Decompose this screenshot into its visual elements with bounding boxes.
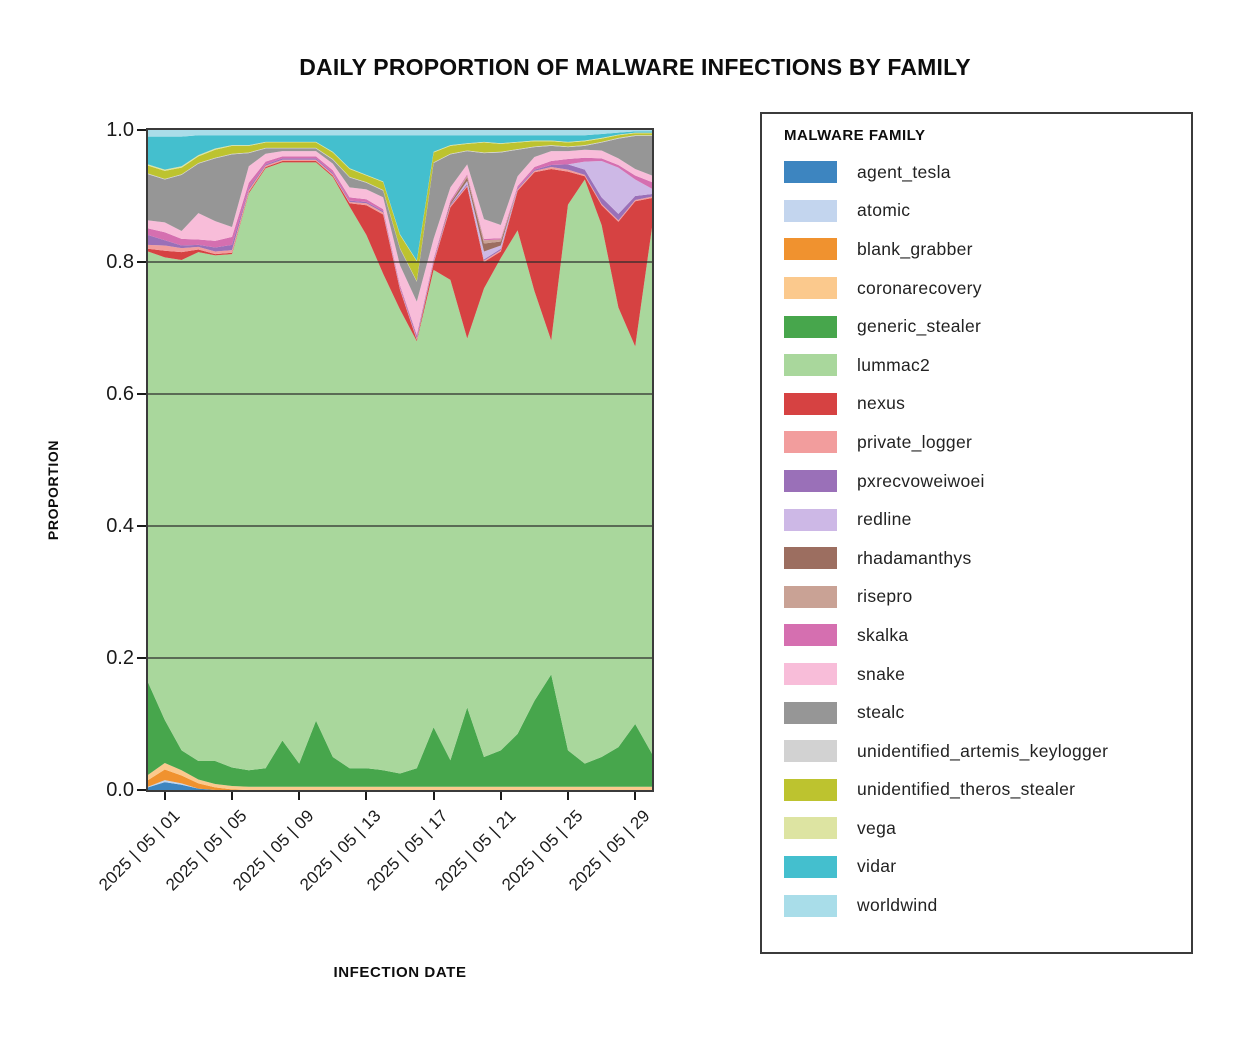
legend-swatch-snake xyxy=(784,663,837,686)
legend-item-atomic: atomic xyxy=(762,192,1191,231)
y-tick-label: 1.0 xyxy=(106,119,134,141)
legend-swatch-vega xyxy=(784,817,837,840)
legend-label: agent_tesla xyxy=(857,161,951,182)
legend-label: private_logger xyxy=(857,431,973,452)
legend-label: rhadamanthys xyxy=(857,547,972,568)
legend-item-nexus: nexus xyxy=(762,385,1191,424)
area-series-lummac2 xyxy=(148,162,652,774)
legend-label: pxrecvoweiwoei xyxy=(857,470,985,491)
legend-label: stealc xyxy=(857,702,905,723)
legend-title: MALWARE FAMILY xyxy=(784,127,926,144)
x-tick-mark xyxy=(231,792,233,800)
legend-swatch-nexus xyxy=(784,392,837,415)
legend-swatch-coronarecovery xyxy=(784,277,837,300)
x-tick-mark xyxy=(163,792,166,800)
x-tick-mark xyxy=(499,792,502,800)
legend-swatch-skalka xyxy=(784,624,837,647)
legend-swatch-worldwind xyxy=(784,894,837,917)
legend-swatch-redline xyxy=(784,508,837,531)
area-series-generic_stealer xyxy=(148,674,652,787)
legend-label: risepro xyxy=(857,586,913,607)
legend-label: coronarecovery xyxy=(857,277,982,298)
y-tick-mark-0.6 xyxy=(137,393,146,395)
legend-item-snake: snake xyxy=(762,655,1191,694)
legend-item-rhadamanthys: rhadamanthys xyxy=(762,539,1191,578)
legend-swatch-unidentified_artemis_keylogger xyxy=(784,740,837,763)
x-axis-title: INFECTION DATE xyxy=(333,964,467,981)
legend-label: unidentified_artemis_keylogger xyxy=(857,740,1109,761)
x-tick-mark xyxy=(567,792,569,800)
y-tick-label: 0.0 xyxy=(106,779,134,801)
y-tick-mark-1.0 xyxy=(137,129,146,131)
legend-label: unidentified_theros_stealer xyxy=(857,779,1076,800)
legend-label: vega xyxy=(857,817,897,838)
legend-swatch-risepro xyxy=(784,585,837,608)
x-tick-mark xyxy=(634,792,637,800)
legend-label: atomic xyxy=(857,200,911,221)
legend-item-vega: vega xyxy=(762,809,1191,848)
legend-item-skalka: skalka xyxy=(762,616,1191,655)
legend-item-vidar: vidar xyxy=(762,848,1191,887)
legend-swatch-agent_tesla xyxy=(784,161,837,184)
y-tick-label: 0.6 xyxy=(106,383,134,405)
y-tick-label: 0.4 xyxy=(106,515,134,537)
legend-swatch-generic_stealer xyxy=(784,315,837,338)
legend-swatch-atomic xyxy=(784,199,837,222)
legend-item-risepro: risepro xyxy=(762,578,1191,617)
legend-item-worldwind: worldwind xyxy=(762,886,1191,925)
legend-label: generic_stealer xyxy=(857,316,982,337)
y-tick-mark-0.0 xyxy=(137,789,146,791)
y-tick-mark-0.2 xyxy=(137,657,146,659)
legend-label: skalka xyxy=(857,624,909,645)
legend-item-redline: redline xyxy=(762,500,1191,539)
legend-item-lummac2: lummac2 xyxy=(762,346,1191,385)
plot-area xyxy=(148,130,652,790)
area-series-vidar xyxy=(148,131,652,261)
area-series-agent_tesla xyxy=(148,782,652,790)
legend-swatch-blank_grabber xyxy=(784,238,837,261)
y-tick-mark-0.4 xyxy=(137,525,146,527)
legend-item-private_logger: private_logger xyxy=(762,423,1191,462)
legend-swatch-stealc xyxy=(784,701,837,724)
legend-item-unidentified_artemis_keylogger: unidentified_artemis_keylogger xyxy=(762,732,1191,771)
legend-item-blank_grabber: blank_grabber xyxy=(762,230,1191,269)
legend-item-stealc: stealc xyxy=(762,693,1191,732)
chart-title: DAILY PROPORTION OF MALWARE INFECTIONS B… xyxy=(299,54,971,80)
legend-swatch-vidar xyxy=(784,855,837,878)
legend-item-agent_tesla: agent_tesla xyxy=(762,153,1191,192)
legend-label: nexus xyxy=(857,393,906,414)
area-series-blank_grabber xyxy=(148,769,652,790)
legend-label: snake xyxy=(857,663,906,684)
legend-item-unidentified_theros_stealer: unidentified_theros_stealer xyxy=(762,771,1191,810)
x-tick-mark xyxy=(298,792,301,800)
legend-label: worldwind xyxy=(857,895,938,916)
area-series-nexus xyxy=(148,161,652,347)
legend-item-coronarecovery: coronarecovery xyxy=(762,269,1191,308)
x-tick-mark xyxy=(365,792,368,800)
legend-swatch-unidentified_theros_stealer xyxy=(784,778,837,801)
legend-swatch-rhadamanthys xyxy=(784,547,837,570)
legend-item-generic_stealer: generic_stealer xyxy=(762,307,1191,346)
legend-label: vidar xyxy=(857,856,897,877)
y-tick-label: 0.2 xyxy=(106,647,134,669)
x-tick-mark xyxy=(432,792,435,800)
legend-label: lummac2 xyxy=(857,354,931,375)
legend-swatch-pxrecvoweiwoei xyxy=(784,470,837,493)
legend-swatch-lummac2 xyxy=(784,354,837,377)
y-tick-label: 0.8 xyxy=(106,251,134,273)
legend-item-pxrecvoweiwoei: pxrecvoweiwoei xyxy=(762,462,1191,501)
stacked-area-plot xyxy=(148,130,652,790)
y-tick-mark-0.8 xyxy=(137,261,146,263)
legend-label: blank_grabber xyxy=(857,238,973,259)
area-series-redline xyxy=(148,158,652,336)
legend-label: redline xyxy=(857,509,912,530)
legend-swatch-private_logger xyxy=(784,431,837,454)
area-series-worldwind xyxy=(148,130,652,137)
area-series-coronarecovery xyxy=(148,762,652,790)
